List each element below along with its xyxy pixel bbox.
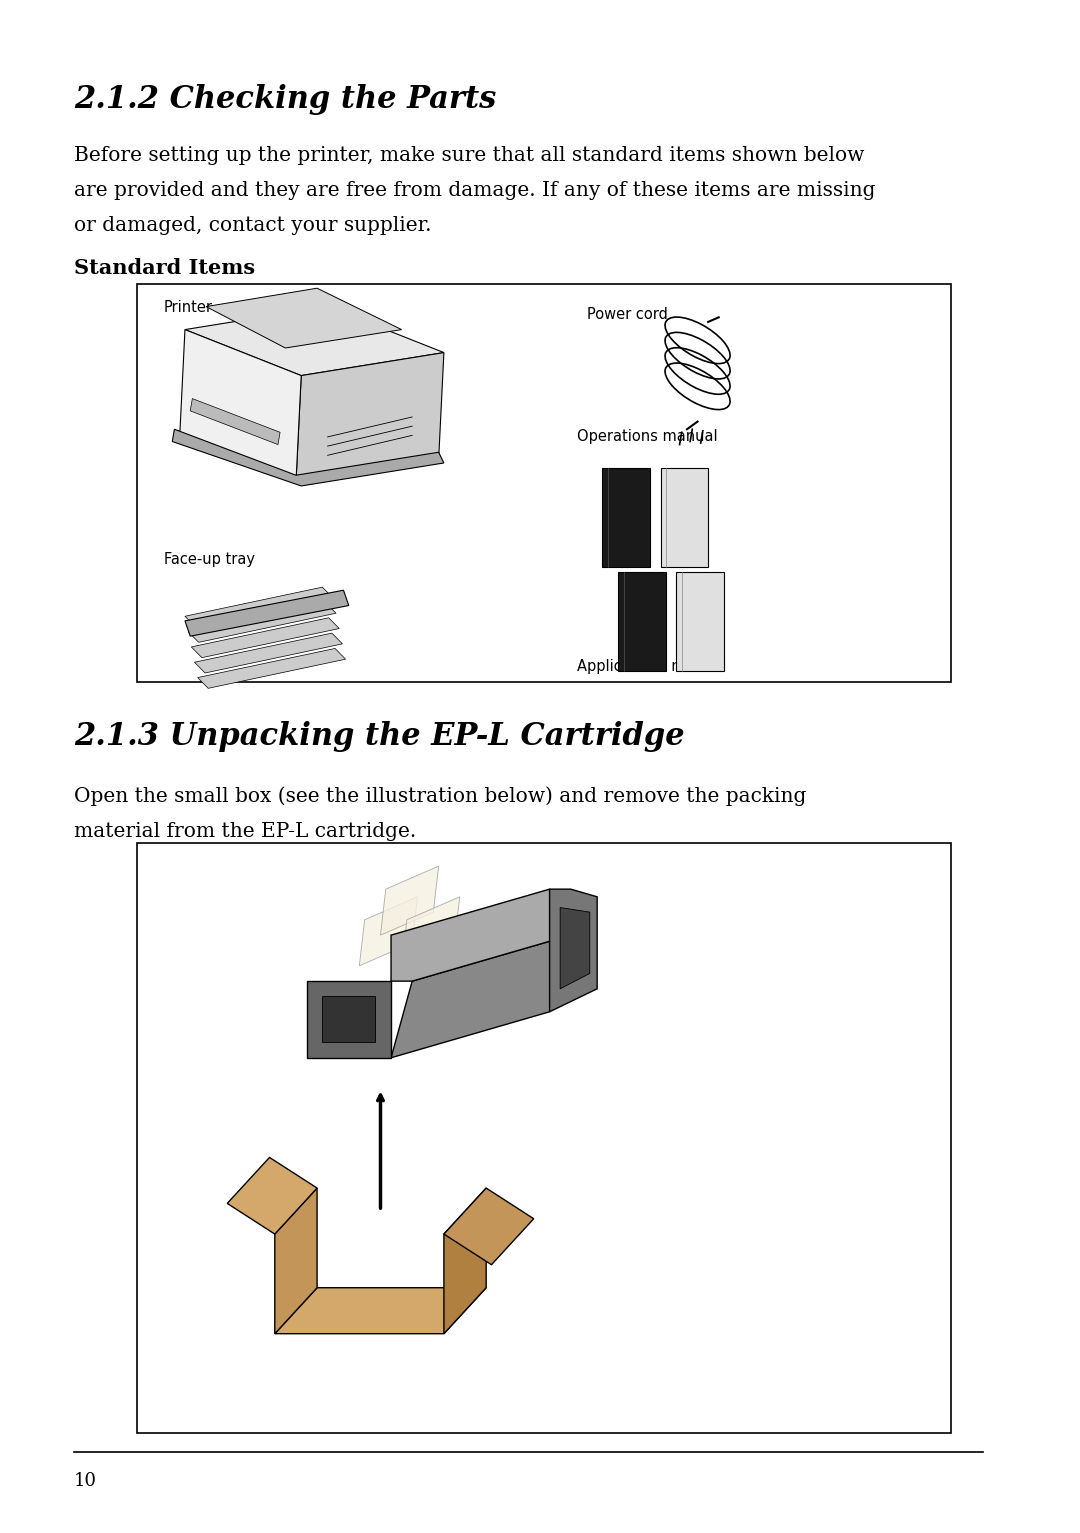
Polygon shape	[190, 399, 280, 445]
Polygon shape	[274, 1288, 486, 1334]
Text: 10: 10	[75, 1472, 97, 1490]
Text: Face-up tray: Face-up tray	[164, 552, 255, 567]
Text: Open the small box (see the illustration below) and remove the packing: Open the small box (see the illustration…	[75, 786, 807, 806]
Text: 2.1.3 Unpacking the EP-L Cartridge: 2.1.3 Unpacking the EP-L Cartridge	[75, 721, 685, 751]
Polygon shape	[603, 468, 650, 567]
Polygon shape	[661, 468, 708, 567]
Polygon shape	[360, 897, 418, 966]
Text: Standard Items: Standard Items	[75, 258, 255, 277]
Text: Operations manual: Operations manual	[577, 429, 718, 445]
Polygon shape	[402, 897, 460, 966]
Polygon shape	[307, 981, 391, 1058]
Polygon shape	[550, 889, 597, 1012]
Polygon shape	[618, 572, 666, 671]
Bar	[137, 284, 951, 682]
Polygon shape	[274, 1188, 318, 1334]
Polygon shape	[391, 935, 570, 1058]
Polygon shape	[296, 353, 444, 483]
Polygon shape	[185, 587, 333, 627]
Polygon shape	[173, 429, 444, 486]
Text: Printer: Printer	[164, 300, 213, 316]
Text: material from the EP-L cartridge.: material from the EP-L cartridge.	[75, 822, 416, 840]
Polygon shape	[188, 602, 336, 642]
Polygon shape	[391, 889, 570, 981]
Bar	[137, 843, 951, 1433]
Polygon shape	[191, 618, 339, 658]
Text: Before setting up the printer, make sure that all standard items shown below: Before setting up the printer, make sure…	[75, 146, 864, 164]
Polygon shape	[206, 288, 402, 348]
Polygon shape	[561, 908, 590, 989]
Text: or damaged, contact your supplier.: or damaged, contact your supplier.	[75, 216, 432, 235]
Polygon shape	[185, 590, 349, 636]
Polygon shape	[185, 307, 444, 376]
Polygon shape	[194, 633, 342, 673]
Text: 2.1.2 Checking the Parts: 2.1.2 Checking the Parts	[75, 84, 496, 115]
Polygon shape	[380, 866, 438, 935]
Text: are provided and they are free from damage. If any of these items are missing: are provided and they are free from dama…	[75, 181, 876, 199]
Polygon shape	[179, 330, 301, 483]
Text: Applications manual: Applications manual	[577, 659, 727, 675]
Text: Power cord: Power cord	[586, 307, 667, 322]
Polygon shape	[198, 648, 346, 688]
Polygon shape	[676, 572, 724, 671]
Polygon shape	[227, 1157, 318, 1234]
Polygon shape	[444, 1188, 534, 1265]
Polygon shape	[322, 996, 375, 1042]
Polygon shape	[444, 1188, 486, 1334]
